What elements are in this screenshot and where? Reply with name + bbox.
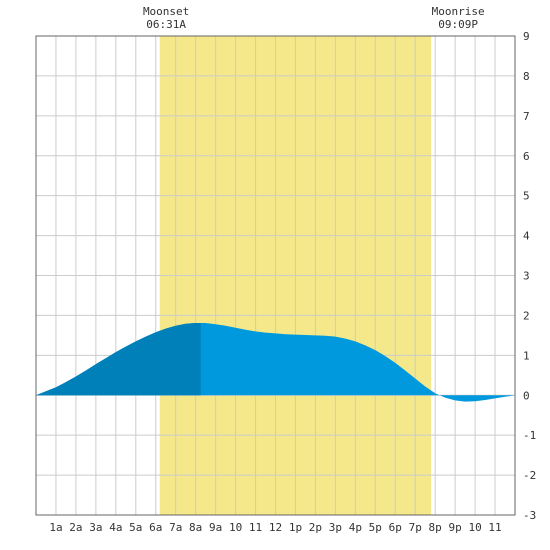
moon-event-label: Moonrise [432,5,485,18]
x-tick-label: 11 [249,521,262,534]
x-tick-label: 6p [389,521,402,534]
x-tick-label: 12 [269,521,282,534]
y-tick-label: 2 [523,309,530,322]
x-tick-label: 1p [289,521,302,534]
x-tick-label: 5a [129,521,142,534]
y-tick-label: -3 [523,509,536,522]
x-tick-label: 8p [429,521,442,534]
x-tick-label: 5p [369,521,382,534]
x-tick-label: 10 [229,521,242,534]
x-tick-label: 2p [309,521,322,534]
y-tick-label: 3 [523,270,530,283]
y-tick-label: 4 [523,230,530,243]
moon-event-time: 06:31A [146,18,186,31]
moon-event-time: 09:09P [438,18,478,31]
x-tick-label: 2a [69,521,82,534]
y-tick-label: 1 [523,349,530,362]
y-tick-label: 8 [523,70,530,83]
x-tick-label: 6a [149,521,162,534]
x-tick-label: 4p [349,521,362,534]
x-tick-label: 9p [449,521,462,534]
x-tick-label: 8a [189,521,202,534]
x-tick-label: 3a [89,521,102,534]
y-tick-label: 9 [523,30,530,43]
y-tick-label: 7 [523,110,530,123]
moon-event-label: Moonset [143,5,189,18]
y-tick-label: -1 [523,429,536,442]
y-tick-label: 6 [523,150,530,163]
y-tick-label: -2 [523,469,536,482]
x-tick-label: 11 [488,521,501,534]
y-tick-label: 5 [523,190,530,203]
x-tick-label: 7p [409,521,422,534]
y-tick-label: 0 [523,389,530,402]
x-tick-label: 10 [468,521,481,534]
x-tick-label: 7a [169,521,182,534]
x-tick-label: 9a [209,521,222,534]
tide-area-early-shade [36,323,201,396]
x-tick-label: 3p [329,521,342,534]
x-tick-label: 4a [109,521,122,534]
x-tick-label: 1a [49,521,62,534]
plot-frame [35,35,516,516]
